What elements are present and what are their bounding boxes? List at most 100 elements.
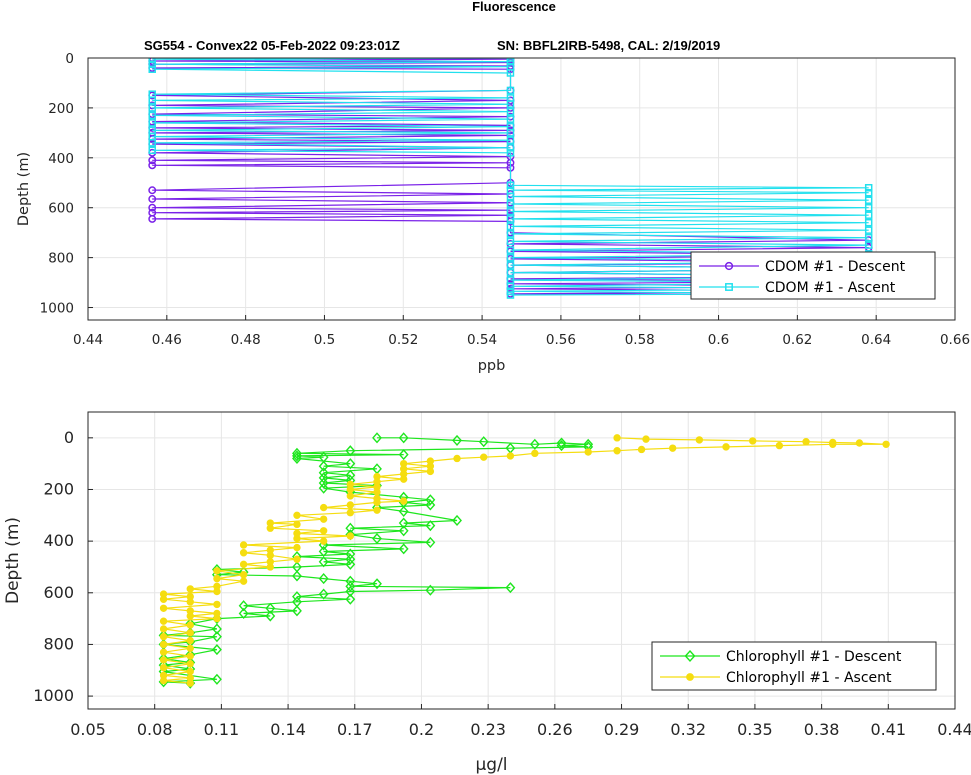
- legend-marker: [686, 673, 694, 681]
- x-tick-label: 0.41: [870, 720, 906, 739]
- y-tick-label: 1000: [40, 301, 74, 317]
- data-point: [319, 527, 328, 535]
- y-tick-label: 1000: [33, 686, 74, 705]
- data-point: [239, 549, 248, 557]
- data-point: [292, 605, 302, 617]
- data-point: [318, 467, 329, 479]
- data-point: [426, 457, 435, 465]
- data-point: [186, 585, 194, 593]
- data-point: [864, 218, 873, 227]
- data-point: [506, 215, 515, 223]
- data-point: [345, 553, 356, 565]
- x-tick-label: 0.05: [70, 720, 106, 739]
- data-point: [293, 511, 301, 520]
- data-point: [425, 536, 436, 548]
- data-point: [159, 671, 168, 680]
- legend-marker: [725, 283, 733, 291]
- data-point: [346, 532, 355, 540]
- x-tick-label: 0.52: [388, 332, 418, 348]
- y-tick-label: 0: [64, 428, 74, 447]
- y-tick-label: 200: [48, 101, 74, 117]
- x-tick-label: 0.44: [937, 720, 971, 739]
- data-point: [345, 469, 356, 481]
- data-point: [148, 65, 156, 73]
- data-point: [239, 577, 248, 585]
- data-point: [346, 509, 355, 517]
- x-tick-label: 0.58: [625, 332, 655, 348]
- x-tick-label: 0.56: [546, 332, 576, 348]
- data-point: [864, 184, 873, 192]
- series-ascent: [159, 434, 890, 687]
- x-tick-label: 0.29: [604, 720, 640, 739]
- legend-marker: [724, 261, 734, 271]
- data-point: [345, 445, 356, 457]
- data-point: [864, 196, 873, 204]
- data-point: [239, 541, 248, 549]
- data-point: [506, 107, 515, 116]
- data-point: [148, 214, 157, 223]
- data-point: [265, 610, 276, 622]
- data-point: [864, 211, 873, 219]
- data-point: [319, 515, 328, 523]
- data-point: [506, 246, 515, 254]
- legend-label: Chlorophyll #1 - Descent: [726, 649, 902, 665]
- data-point: [864, 226, 873, 234]
- x-tick-label: 0.26: [537, 720, 573, 739]
- axes-box: [87, 411, 956, 710]
- data-point: [346, 492, 355, 500]
- y-tick-label: 800: [48, 251, 74, 267]
- data-point: [159, 648, 168, 656]
- data-point: [148, 119, 156, 127]
- data-point: [531, 449, 539, 458]
- data-point: [506, 122, 515, 131]
- data-point: [346, 501, 355, 509]
- data-point: [425, 520, 436, 532]
- data-point: [212, 623, 222, 635]
- data-point: [186, 629, 194, 637]
- data-point: [265, 602, 276, 614]
- data-point: [480, 453, 488, 461]
- data-point: [506, 186, 515, 194]
- data-point: [318, 472, 329, 484]
- data-point: [506, 222, 515, 231]
- data-point: [212, 673, 222, 685]
- data-point: [749, 437, 757, 445]
- x-tick-label: 0.23: [470, 720, 506, 739]
- data-point: [186, 636, 194, 645]
- data-point: [292, 591, 302, 603]
- data-point: [425, 494, 436, 506]
- data-point: [399, 459, 408, 468]
- data-point: [238, 600, 249, 612]
- data-point: [186, 607, 194, 615]
- legend: Chlorophyll #1 - Descent Chlorophyll #1 -…: [651, 641, 937, 691]
- data-point: [345, 585, 356, 598]
- x-tick-label: 0.2: [409, 720, 434, 739]
- x-tick-label: 0.64: [861, 332, 891, 348]
- cdom-chart: 0.44 0.46 0.48 0.5 0.52 0.54 0.56 0.58 0.6 0.62 0.…: [16, 51, 970, 374]
- data-point: [318, 482, 329, 494]
- data-point: [668, 444, 677, 452]
- data-point: [148, 111, 156, 120]
- data-point: [318, 460, 329, 472]
- data-point: [613, 447, 621, 455]
- data-point: [345, 558, 356, 570]
- data-point: [506, 268, 515, 277]
- legend: CDOM #1 - Descent CDOM #1 - Ascent: [690, 251, 936, 300]
- x-tick-label: 0.5: [314, 332, 335, 348]
- data-point: [506, 253, 515, 262]
- data-point: [148, 126, 156, 135]
- legend-box: [651, 641, 937, 691]
- y-tick-label: 400: [48, 151, 74, 167]
- data-point: [506, 62, 515, 71]
- series-line: [163, 437, 589, 684]
- plot-series-layer: [158, 432, 890, 689]
- data-point: [372, 432, 382, 444]
- data-point: [398, 525, 409, 537]
- data-point: [506, 181, 515, 190]
- data-point: [186, 592, 194, 601]
- data-point: [159, 604, 168, 612]
- data-point: [186, 652, 194, 660]
- data-point: [212, 644, 222, 656]
- data-point: [399, 497, 408, 505]
